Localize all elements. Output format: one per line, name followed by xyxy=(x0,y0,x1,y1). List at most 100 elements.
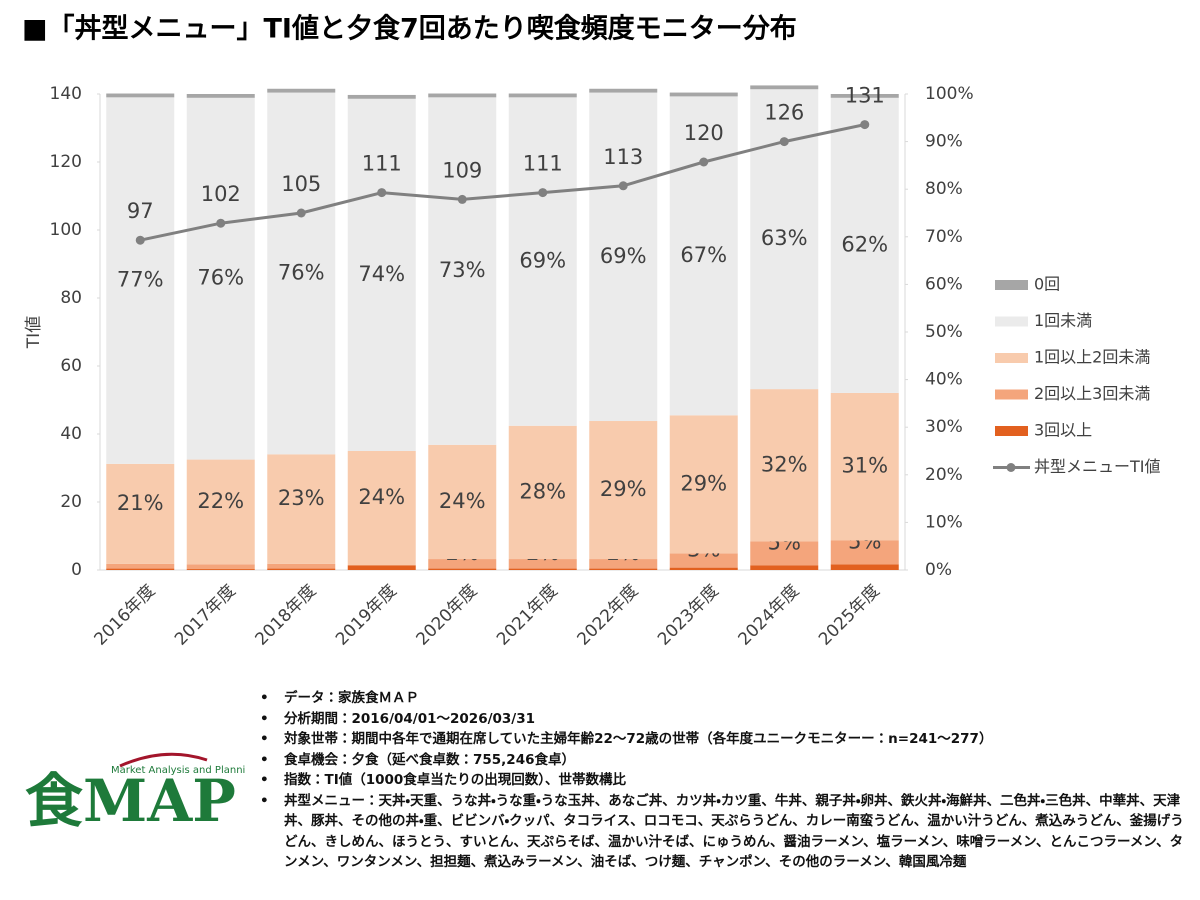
line-point xyxy=(779,137,789,147)
bar-segment xyxy=(508,93,577,98)
bar-segment xyxy=(750,565,819,570)
y2-tick-label: 40% xyxy=(925,370,963,390)
data-label: 32% xyxy=(761,452,808,476)
bar-segment xyxy=(830,392,899,541)
y2-tick-label: 60% xyxy=(925,274,963,294)
bar-segment xyxy=(830,94,899,98)
y2-tick-label: 100% xyxy=(925,84,974,104)
bar-segment xyxy=(267,568,336,570)
data-label: 23% xyxy=(278,486,325,510)
x-tick-label: 2021年度 xyxy=(493,581,562,650)
chart-title: ■「丼型メニュー」TI値と夕食7回あたり喫食頻度モニター分布 xyxy=(22,13,797,45)
x-tick-label: 2016年度 xyxy=(91,581,160,650)
legend-swatch xyxy=(995,389,1028,400)
data-label: 21% xyxy=(117,491,164,515)
x-tick-label: 2019年度 xyxy=(332,581,401,650)
line-label: 131 xyxy=(845,84,885,108)
legend-label: 1回未満 xyxy=(1034,311,1092,330)
logo-tagline: Market Analysis and Planning xyxy=(111,765,245,776)
bar-segment xyxy=(428,568,497,570)
y-tick-label: 40 xyxy=(60,424,82,444)
data-label: 29% xyxy=(600,477,647,501)
y-tick-label: 100 xyxy=(50,220,82,240)
line-label: 109 xyxy=(442,158,482,182)
x-tick-label: 2020年度 xyxy=(413,581,482,650)
legend-swatch xyxy=(995,280,1028,290)
bar-segment xyxy=(589,92,658,422)
note: 対象世帯：期間中各年で通期在席していた主婦年齢22～72歳の世帯（各年度ユニーク… xyxy=(258,729,1188,750)
bar-segment xyxy=(428,97,497,445)
x-tick-label: 2024年度 xyxy=(735,581,804,650)
bar-segment xyxy=(589,568,658,570)
y2-tick-label: 90% xyxy=(925,132,963,152)
bar-segment xyxy=(267,92,336,455)
bar-segment xyxy=(347,94,416,99)
notes: データ：家族食ＭＡＰ分析期間：2016/04/01～2026/03/31対象世帯… xyxy=(258,688,1188,873)
bar-segment xyxy=(186,459,255,565)
bar-segment xyxy=(267,454,336,564)
line-label: 102 xyxy=(201,182,241,206)
legend-swatch xyxy=(995,316,1028,327)
legend-label: 1回以上2回未満 xyxy=(1034,348,1150,367)
line-label: 97 xyxy=(127,199,154,223)
data-label: 31% xyxy=(841,454,888,478)
x-tick-label: 2018年度 xyxy=(252,581,321,650)
x-tick-label: 2025年度 xyxy=(815,581,884,650)
line-point xyxy=(538,188,548,198)
data-label: 29% xyxy=(680,471,727,495)
line-point xyxy=(457,194,467,204)
y-tick-label: 60 xyxy=(60,356,82,376)
bar-segment xyxy=(669,96,738,416)
bar-segment xyxy=(428,559,497,569)
bar-segment xyxy=(508,568,577,570)
line-point xyxy=(377,188,387,198)
line-label: 111 xyxy=(362,152,402,176)
bar-segment xyxy=(347,565,416,570)
legend-label: 丼型メニューTI値 xyxy=(1034,457,1161,476)
y-axis-label: TI値 xyxy=(24,316,44,349)
data-label: 69% xyxy=(519,249,566,273)
line-point xyxy=(699,157,709,167)
bar-segment xyxy=(106,463,175,564)
line-label: 105 xyxy=(281,172,321,196)
line-point xyxy=(296,208,306,218)
note: 分析期間：2016/04/01～2026/03/31 xyxy=(258,709,1188,730)
bar-segment xyxy=(750,541,819,566)
data-label: 74% xyxy=(358,262,405,286)
bar-segment xyxy=(106,97,175,464)
y-tick-label: 0 xyxy=(71,560,82,580)
bar-segment xyxy=(589,421,658,560)
bar-segment xyxy=(830,540,899,565)
line-label: 126 xyxy=(764,101,804,125)
legend-label: 0回 xyxy=(1034,275,1060,294)
bar-segment xyxy=(589,559,658,569)
bar-segment xyxy=(106,563,175,569)
bar-segment xyxy=(669,553,738,568)
legend-swatch xyxy=(995,353,1028,363)
data-label: 28% xyxy=(519,479,566,503)
bar-segment xyxy=(508,559,577,569)
x-tick-label: 2023年度 xyxy=(654,581,723,650)
bar-segment xyxy=(347,451,416,566)
data-label: 73% xyxy=(439,258,486,282)
bar-segment xyxy=(750,389,819,542)
data-label: 62% xyxy=(841,232,888,256)
data-label: 24% xyxy=(439,489,486,513)
bar-segment xyxy=(830,97,899,393)
note: 丼型メニュー：天丼・天重、うな丼・うな重・うな玉丼、あなご丼、カツ丼・カツ重、牛… xyxy=(258,791,1188,873)
data-label: 22% xyxy=(197,489,244,513)
y2-tick-label: 20% xyxy=(925,465,963,485)
bar-segment xyxy=(186,564,255,570)
data-label: 76% xyxy=(197,266,244,290)
logo: 食MAP Market Analysis and Planning xyxy=(25,752,245,835)
line-point xyxy=(216,218,226,228)
bar-segment xyxy=(669,567,738,570)
line-label: 111 xyxy=(523,152,563,176)
bar-segment xyxy=(750,85,819,90)
bar-segment xyxy=(508,97,577,426)
logo-mark: 食MAP xyxy=(25,767,236,835)
bar-segment xyxy=(669,415,738,554)
y-tick-label: 120 xyxy=(50,152,82,172)
bar-segment xyxy=(830,564,899,570)
